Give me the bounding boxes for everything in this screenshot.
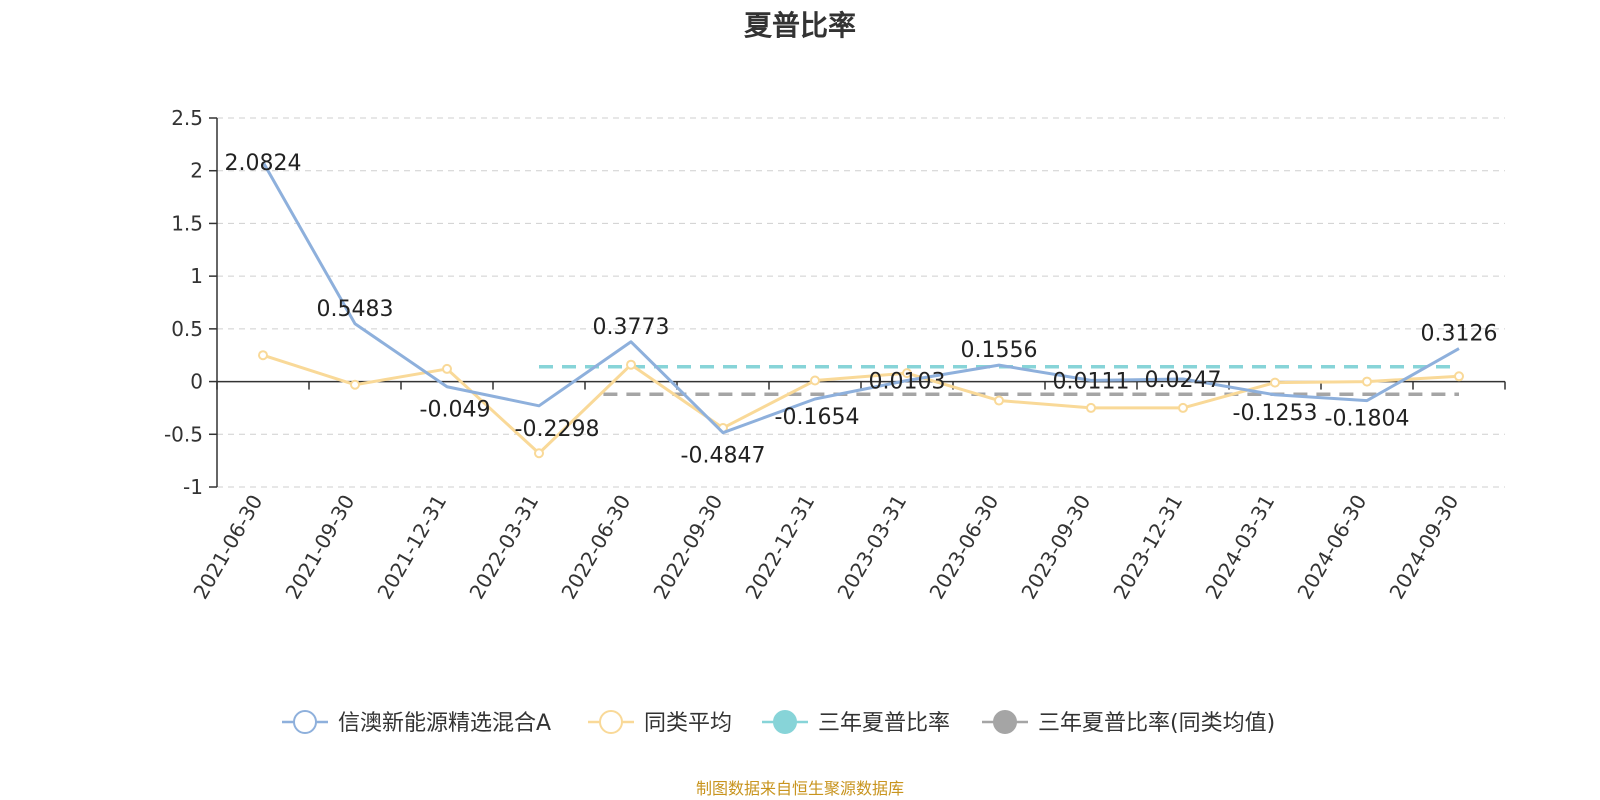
fund-data-label: 0.0111 <box>1053 369 1130 394</box>
y-tick-label: 0 <box>190 370 203 394</box>
legend-fund-marker <box>293 710 317 734</box>
fund-data-label: 0.3126 <box>1421 322 1498 347</box>
x-tick-label: 2024-03-31 <box>1200 491 1279 604</box>
fund-data-label: 0.3773 <box>593 315 670 340</box>
legend-three-year-sharpe-peer-label: 三年夏普比率(同类均值) <box>1038 711 1275 736</box>
y-tick-label: -0.5 <box>164 422 203 446</box>
y-tick-label: 2.5 <box>171 106 203 130</box>
y-tick-label: -1 <box>183 475 203 499</box>
peer-average-point <box>258 350 268 361</box>
peer-average-point <box>442 363 452 374</box>
x-tick-label: 2022-06-30 <box>556 491 635 604</box>
peer-average-point <box>1178 402 1188 413</box>
x-tick-label: 2022-03-31 <box>464 491 543 604</box>
x-tick-label: 2023-03-31 <box>832 491 911 604</box>
peer-average-point <box>810 375 820 386</box>
legend-peer-average-label: 同类平均 <box>644 711 732 736</box>
x-tick-label: 2023-09-30 <box>1016 491 1095 604</box>
x-tick-label: 2021-06-30 <box>188 491 267 604</box>
peer-average-point <box>1362 376 1372 387</box>
legend-three-year-sharpe-marker <box>773 710 797 734</box>
legend-fund-label: 信澳新能源精选混合A <box>338 711 551 736</box>
chart-title: 夏普比率 <box>743 9 856 42</box>
x-tick-label: 2021-09-30 <box>280 491 359 604</box>
peer-average-point <box>350 379 360 390</box>
fund-data-label: -0.1804 <box>1325 407 1410 432</box>
peer-average-point <box>1270 377 1280 388</box>
peer-average-point <box>1086 402 1096 413</box>
y-tick-label: 0.5 <box>171 317 203 341</box>
x-tick-label: 2024-06-30 <box>1292 491 1371 604</box>
fund-data-label: -0.1654 <box>775 405 860 430</box>
legend-three-year-sharpe-label: 三年夏普比率 <box>818 711 950 736</box>
fund-data-label: -0.2298 <box>515 417 600 442</box>
source-note: 制图数据来自恒生聚源数据库 <box>695 779 904 798</box>
fund-data-label: 0.0247 <box>1145 368 1222 393</box>
peer-average-point <box>994 395 1004 406</box>
x-tick-label: 2022-09-30 <box>648 491 727 604</box>
fund-data-label: 2.0824 <box>225 151 302 176</box>
y-tick-label: 2 <box>190 159 203 183</box>
fund-data-label: -0.049 <box>420 398 491 423</box>
peer-average-point <box>902 368 912 379</box>
x-tick-label: 2022-12-31 <box>740 491 819 604</box>
fund-data-label: -0.4847 <box>681 444 766 469</box>
fund-data-label: 0.1556 <box>961 338 1038 363</box>
fund-line <box>261 161 1460 435</box>
fund-data-label: 0.5483 <box>317 297 394 322</box>
peer-average-line <box>262 353 1460 455</box>
y-tick-label: 1 <box>190 264 203 288</box>
x-tick-label: 2021-12-31 <box>372 491 451 604</box>
x-tick-label: 2023-06-30 <box>924 491 1003 604</box>
y-tick-label: 1.5 <box>171 211 203 235</box>
x-tick-label: 2024-09-30 <box>1384 491 1463 604</box>
peer-average-point <box>1454 371 1464 382</box>
legend-three-year-sharpe-peer-marker <box>993 710 1017 734</box>
peer-average-point <box>534 448 544 459</box>
peer-average-point <box>626 359 636 370</box>
legend-peer-average-marker <box>599 710 623 734</box>
fund-data-label: 0.0103 <box>869 369 946 394</box>
x-tick-label: 2023-12-31 <box>1108 491 1187 604</box>
fund-data-label: -0.1253 <box>1233 401 1318 426</box>
